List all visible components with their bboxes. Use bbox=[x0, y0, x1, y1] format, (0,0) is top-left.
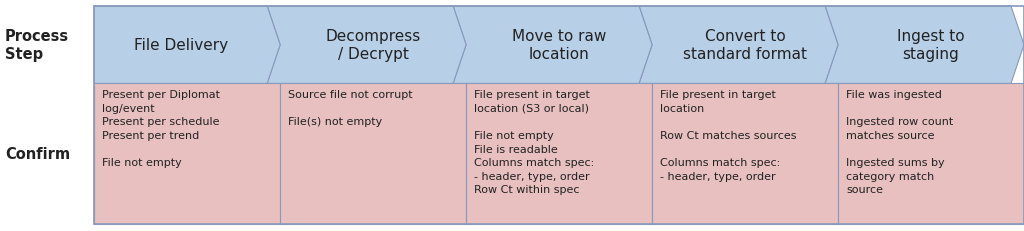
Polygon shape bbox=[639, 7, 838, 84]
Text: Source file not corrupt

File(s) not empty: Source file not corrupt File(s) not empt… bbox=[289, 90, 413, 127]
Text: File was ingested

Ingested row count
matches source

Ingested sums by
category : File was ingested Ingested row count mat… bbox=[846, 90, 953, 195]
Polygon shape bbox=[825, 7, 1024, 84]
Polygon shape bbox=[94, 7, 281, 84]
Text: File present in target
location

Row Ct matches sources

Columns match spec:
- h: File present in target location Row Ct m… bbox=[660, 90, 797, 181]
Bar bbox=[94, 84, 281, 224]
Polygon shape bbox=[453, 7, 652, 84]
Bar bbox=[838, 84, 1024, 224]
Text: Process
Step: Process Step bbox=[5, 29, 70, 62]
Text: Convert to
standard format: Convert to standard format bbox=[683, 29, 807, 62]
Text: Confirm: Confirm bbox=[5, 147, 71, 161]
Text: File present in target
location (S3 or local)

File not empty
File is readable
C: File present in target location (S3 or l… bbox=[474, 90, 595, 195]
Bar bbox=[652, 84, 838, 224]
Text: Ingest to
staging: Ingest to staging bbox=[897, 29, 965, 62]
Text: File Delivery: File Delivery bbox=[133, 38, 227, 53]
Bar bbox=[466, 84, 652, 224]
Bar bbox=[281, 84, 466, 224]
Polygon shape bbox=[267, 7, 466, 84]
Text: Present per Diplomat
log/event
Present per schedule
Present per trend

File not : Present per Diplomat log/event Present p… bbox=[102, 90, 220, 167]
Text: Decompress
/ Decrypt: Decompress / Decrypt bbox=[326, 29, 421, 62]
Text: Move to raw
location: Move to raw location bbox=[512, 29, 606, 62]
